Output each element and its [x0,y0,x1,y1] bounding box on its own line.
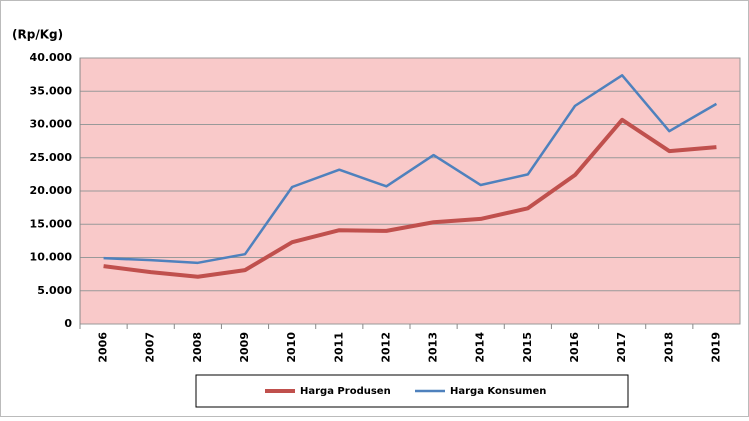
x-tick-label: 2012 [379,332,392,363]
x-tick-label: 2010 [285,332,298,363]
x-tick-label: 2015 [521,332,534,363]
y-axis-label: (Rp/Kg) [12,28,63,42]
x-tick-label: 2008 [191,332,204,363]
x-tick-label: 2009 [238,332,251,363]
x-tick-label: 2018 [662,332,675,363]
y-tick-label: 0 [64,317,72,330]
y-tick-label: 35.000 [30,84,73,97]
legend [195,374,629,408]
y-tick-label: 30.000 [30,118,73,131]
legend-label: Harga Produsen [300,386,391,397]
y-tick-label: 10.000 [30,251,73,264]
x-tick-label: 2019 [709,332,722,363]
line-series [103,74,718,265]
x-tick-label: 2017 [615,332,628,363]
y-tick-label: 25.000 [30,151,73,164]
x-tick-label: 2016 [568,332,581,363]
y-tick-label: 5.000 [37,284,72,297]
x-tick-label: 2006 [97,332,110,363]
y-tick-label: 20.000 [30,184,73,197]
line-series [103,117,717,279]
x-tick-label: 2007 [144,332,157,363]
legend-label: Harga Konsumen [450,386,546,397]
x-tick-label: 2013 [427,332,440,363]
y-tick-label: 15.000 [30,217,73,230]
y-tick-label: 40.000 [30,51,73,64]
x-tick-label: 2014 [474,332,487,363]
x-tick-label: 2011 [332,332,345,363]
